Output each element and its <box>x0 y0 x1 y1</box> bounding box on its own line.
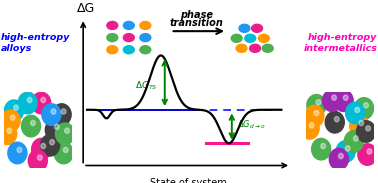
Circle shape <box>300 118 319 139</box>
Circle shape <box>28 150 47 171</box>
Circle shape <box>325 111 344 133</box>
Circle shape <box>17 147 22 153</box>
Text: State of system: State of system <box>150 178 226 183</box>
Circle shape <box>107 34 118 42</box>
Circle shape <box>321 143 325 149</box>
Circle shape <box>344 131 363 152</box>
Circle shape <box>309 123 314 128</box>
Circle shape <box>40 135 60 156</box>
Circle shape <box>140 21 151 29</box>
Circle shape <box>41 143 46 149</box>
Circle shape <box>334 90 353 111</box>
Circle shape <box>355 107 359 113</box>
Circle shape <box>123 46 134 54</box>
Circle shape <box>358 144 377 165</box>
Circle shape <box>65 128 70 133</box>
Circle shape <box>336 141 355 162</box>
Circle shape <box>61 109 66 114</box>
Circle shape <box>366 126 370 131</box>
Circle shape <box>353 136 358 141</box>
Circle shape <box>236 44 247 52</box>
Circle shape <box>50 139 54 145</box>
Circle shape <box>345 146 350 151</box>
Circle shape <box>32 92 51 114</box>
Circle shape <box>54 142 73 164</box>
Circle shape <box>14 105 19 110</box>
Circle shape <box>123 34 134 42</box>
Circle shape <box>37 155 42 160</box>
Circle shape <box>332 95 336 100</box>
Circle shape <box>140 46 151 54</box>
Circle shape <box>335 117 339 122</box>
Circle shape <box>239 24 250 32</box>
Circle shape <box>1 110 20 131</box>
Circle shape <box>250 44 260 52</box>
Circle shape <box>32 138 51 160</box>
Circle shape <box>41 97 46 103</box>
Circle shape <box>42 104 61 125</box>
Circle shape <box>252 24 262 32</box>
Circle shape <box>316 100 321 105</box>
Circle shape <box>7 128 12 133</box>
Circle shape <box>339 153 343 159</box>
Text: phase: phase <box>180 10 213 20</box>
Circle shape <box>64 147 68 153</box>
Circle shape <box>52 104 71 125</box>
Circle shape <box>367 149 372 154</box>
Circle shape <box>123 21 134 29</box>
Circle shape <box>314 110 319 116</box>
Circle shape <box>364 103 369 108</box>
Circle shape <box>231 34 242 42</box>
Text: transition: transition <box>170 18 224 28</box>
Circle shape <box>259 34 269 42</box>
Circle shape <box>262 44 273 52</box>
Text: $\Delta G_{TS}$: $\Delta G_{TS}$ <box>135 79 158 92</box>
Circle shape <box>10 115 15 120</box>
Circle shape <box>22 115 40 137</box>
Circle shape <box>45 119 64 141</box>
Circle shape <box>18 92 37 114</box>
Circle shape <box>307 95 326 116</box>
Circle shape <box>345 102 365 124</box>
Circle shape <box>311 138 331 160</box>
Circle shape <box>31 120 36 126</box>
Circle shape <box>0 123 17 145</box>
Circle shape <box>51 109 56 114</box>
Circle shape <box>329 148 349 170</box>
Text: high-entropy
alloys: high-entropy alloys <box>1 33 70 53</box>
Circle shape <box>5 100 23 122</box>
Circle shape <box>107 21 118 29</box>
Circle shape <box>322 90 342 111</box>
Circle shape <box>359 120 364 126</box>
Circle shape <box>56 123 74 145</box>
Circle shape <box>245 34 256 42</box>
Circle shape <box>140 34 151 42</box>
Circle shape <box>54 124 59 130</box>
Text: ΔG: ΔG <box>77 2 95 15</box>
Circle shape <box>355 98 373 119</box>
Circle shape <box>343 95 348 100</box>
Text: high-entropy
intermetallics: high-entropy intermetallics <box>304 33 377 53</box>
Circle shape <box>305 105 324 127</box>
Circle shape <box>107 46 118 54</box>
Circle shape <box>8 142 27 164</box>
Circle shape <box>27 97 32 103</box>
Circle shape <box>356 121 376 142</box>
Text: $\Delta G_{d\rightarrow o}$: $\Delta G_{d\rightarrow o}$ <box>237 119 265 131</box>
Circle shape <box>350 115 369 137</box>
